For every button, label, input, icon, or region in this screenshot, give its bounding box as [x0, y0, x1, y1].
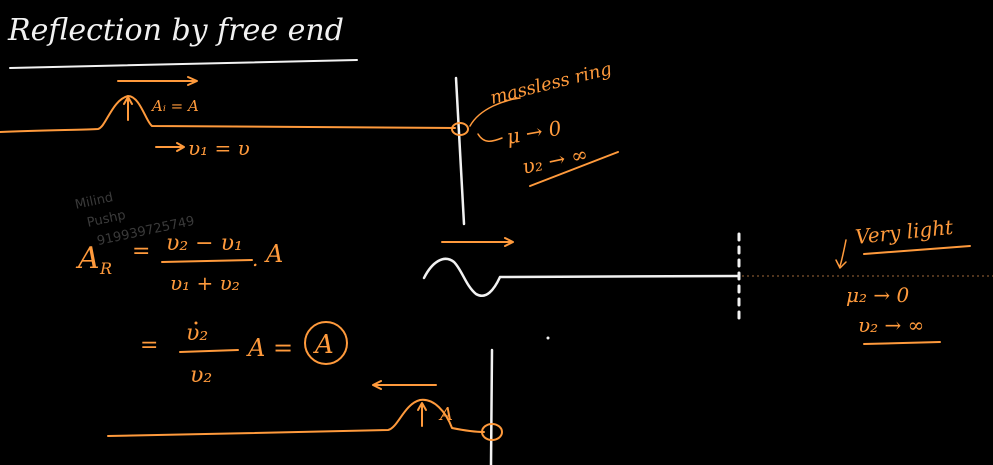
ring-underline	[529, 151, 619, 187]
free-end-rod	[454, 76, 466, 226]
formula-lhs-sub: R	[99, 259, 112, 278]
formula-step2-rest: A =	[246, 334, 293, 362]
light-mass-limit: μ₂ → 0	[846, 283, 909, 307]
massless-ring	[451, 122, 469, 136]
incident-string-pulse	[0, 95, 456, 133]
formula-step2-equals: =	[140, 333, 158, 358]
formula-numerator: υ₂ − υ₁	[166, 231, 243, 256]
ring-pointer	[469, 97, 521, 127]
reflected-rod	[489, 348, 494, 465]
wave-direction-arrowhead	[504, 237, 514, 247]
reflected-string-pulse	[107, 398, 485, 437]
ring-curl-arrow	[477, 133, 503, 142]
light-underline	[863, 341, 941, 345]
formula-dot: .	[252, 247, 258, 271]
formula-denominator: υ₁ + υ₂	[170, 271, 240, 295]
formula-fraction-bar	[161, 259, 253, 263]
ring-mass-limit: μ → 0	[505, 116, 564, 149]
stray-dot	[194, 321, 198, 325]
formula-lhs: A	[75, 241, 100, 276]
very-light-label: Very light	[854, 215, 955, 249]
result-circle	[304, 321, 348, 365]
watermark-line1: Milind	[74, 190, 115, 213]
formula-equals: =	[132, 239, 150, 264]
speed-arrowhead	[176, 142, 185, 152]
reflected-arrowhead	[372, 380, 382, 390]
incident-amplitude-label: Aᵢ = A	[150, 97, 199, 115]
watermark-line2: Pushp	[86, 208, 127, 231]
formula-factor: A	[264, 240, 283, 268]
light-speed-limit: υ₂ → ∞	[858, 313, 924, 337]
formula-result: A	[313, 330, 334, 360]
light-string-wave	[422, 257, 740, 297]
ring-speed-limit: υ₂ → ∞	[520, 142, 590, 179]
reflected-amplitude-arrowhead	[417, 402, 427, 411]
incident-speed-label: υ₁ = υ	[188, 136, 250, 160]
formula-step2-denominator: υ₂	[190, 363, 212, 388]
formula-step2-numerator: υ₂	[186, 321, 208, 346]
very-light-pointer	[839, 239, 847, 267]
formula-step2-bar	[179, 349, 239, 353]
amplitude-arrowhead	[123, 96, 133, 105]
page-title: Reflection by free end	[7, 13, 344, 48]
very-light-underline	[863, 245, 971, 255]
ring-label: massless ring	[488, 58, 614, 108]
title-underline	[9, 59, 358, 69]
stray-dot	[546, 336, 550, 340]
incident-arrowhead	[187, 76, 198, 86]
very-light-pointer-head	[835, 259, 847, 269]
reflected-amplitude-label: A	[438, 404, 453, 425]
reflected-ring	[481, 423, 503, 441]
